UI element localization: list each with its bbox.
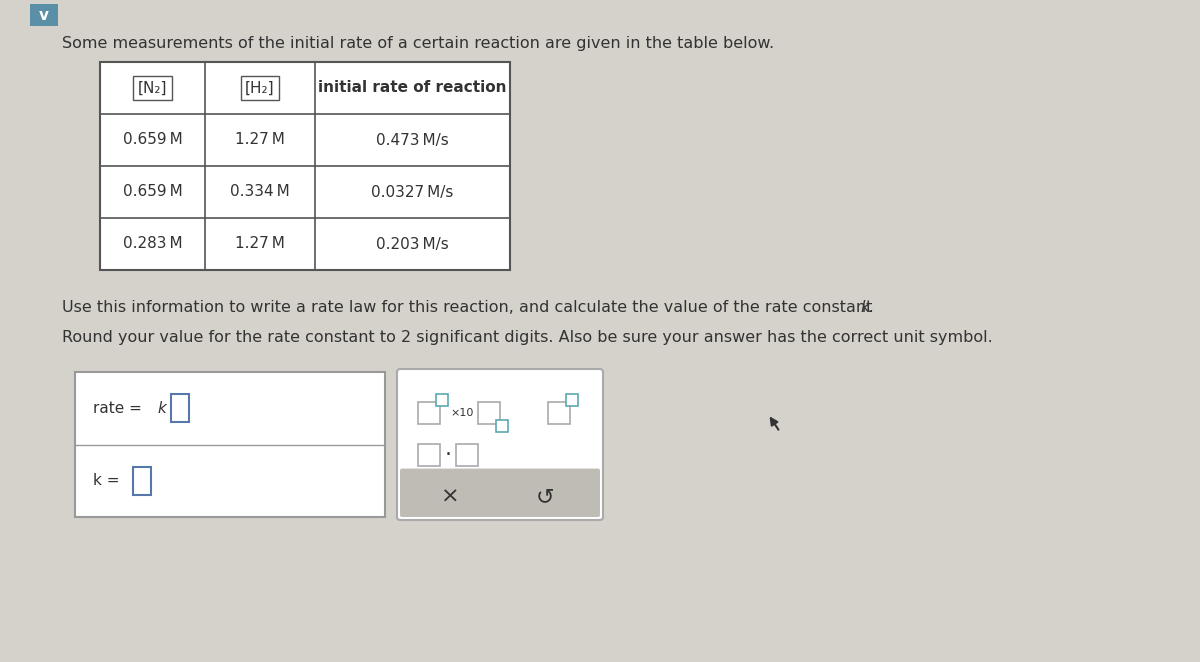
FancyBboxPatch shape xyxy=(400,469,600,517)
Text: ↺: ↺ xyxy=(535,487,554,507)
FancyBboxPatch shape xyxy=(418,402,440,424)
Text: 0.334 M: 0.334 M xyxy=(230,185,290,199)
FancyBboxPatch shape xyxy=(456,444,478,466)
Text: 1.27 M: 1.27 M xyxy=(235,236,284,252)
Text: k: k xyxy=(157,401,166,416)
FancyBboxPatch shape xyxy=(548,402,570,424)
Text: ×: × xyxy=(440,487,460,507)
Text: 0.283 M: 0.283 M xyxy=(122,236,182,252)
FancyBboxPatch shape xyxy=(566,394,578,406)
Text: 0.0327 M/s: 0.0327 M/s xyxy=(371,185,454,199)
Text: 1.27 M: 1.27 M xyxy=(235,132,284,148)
Text: 0.659 M: 0.659 M xyxy=(122,132,182,148)
Text: [N₂]: [N₂] xyxy=(138,81,167,95)
FancyBboxPatch shape xyxy=(418,444,440,466)
FancyBboxPatch shape xyxy=(133,467,151,495)
Text: Some measurements of the initial rate of a certain reaction are given in the tab: Some measurements of the initial rate of… xyxy=(62,36,774,51)
Text: 0.659 M: 0.659 M xyxy=(122,185,182,199)
Text: [H₂]: [H₂] xyxy=(245,81,275,95)
Text: k.: k. xyxy=(860,300,875,315)
Text: v: v xyxy=(38,7,49,23)
Text: rate =: rate = xyxy=(94,401,146,416)
FancyBboxPatch shape xyxy=(436,394,448,406)
FancyBboxPatch shape xyxy=(74,372,385,517)
FancyBboxPatch shape xyxy=(478,402,500,424)
FancyBboxPatch shape xyxy=(30,4,58,26)
Text: Round your value for the rate constant to 2 significant digits. Also be sure you: Round your value for the rate constant t… xyxy=(62,330,992,345)
Text: initial rate of reaction: initial rate of reaction xyxy=(318,81,506,95)
FancyBboxPatch shape xyxy=(100,62,510,270)
FancyBboxPatch shape xyxy=(172,395,190,422)
FancyBboxPatch shape xyxy=(397,369,604,520)
FancyBboxPatch shape xyxy=(496,420,508,432)
Text: k =: k = xyxy=(94,473,120,489)
Text: 0.203 M/s: 0.203 M/s xyxy=(376,236,449,252)
Text: ×10: ×10 xyxy=(450,408,473,418)
Text: Use this information to write a rate law for this reaction, and calculate the va: Use this information to write a rate law… xyxy=(62,300,877,315)
Text: ·: · xyxy=(445,445,452,465)
Text: 0.473 M/s: 0.473 M/s xyxy=(376,132,449,148)
